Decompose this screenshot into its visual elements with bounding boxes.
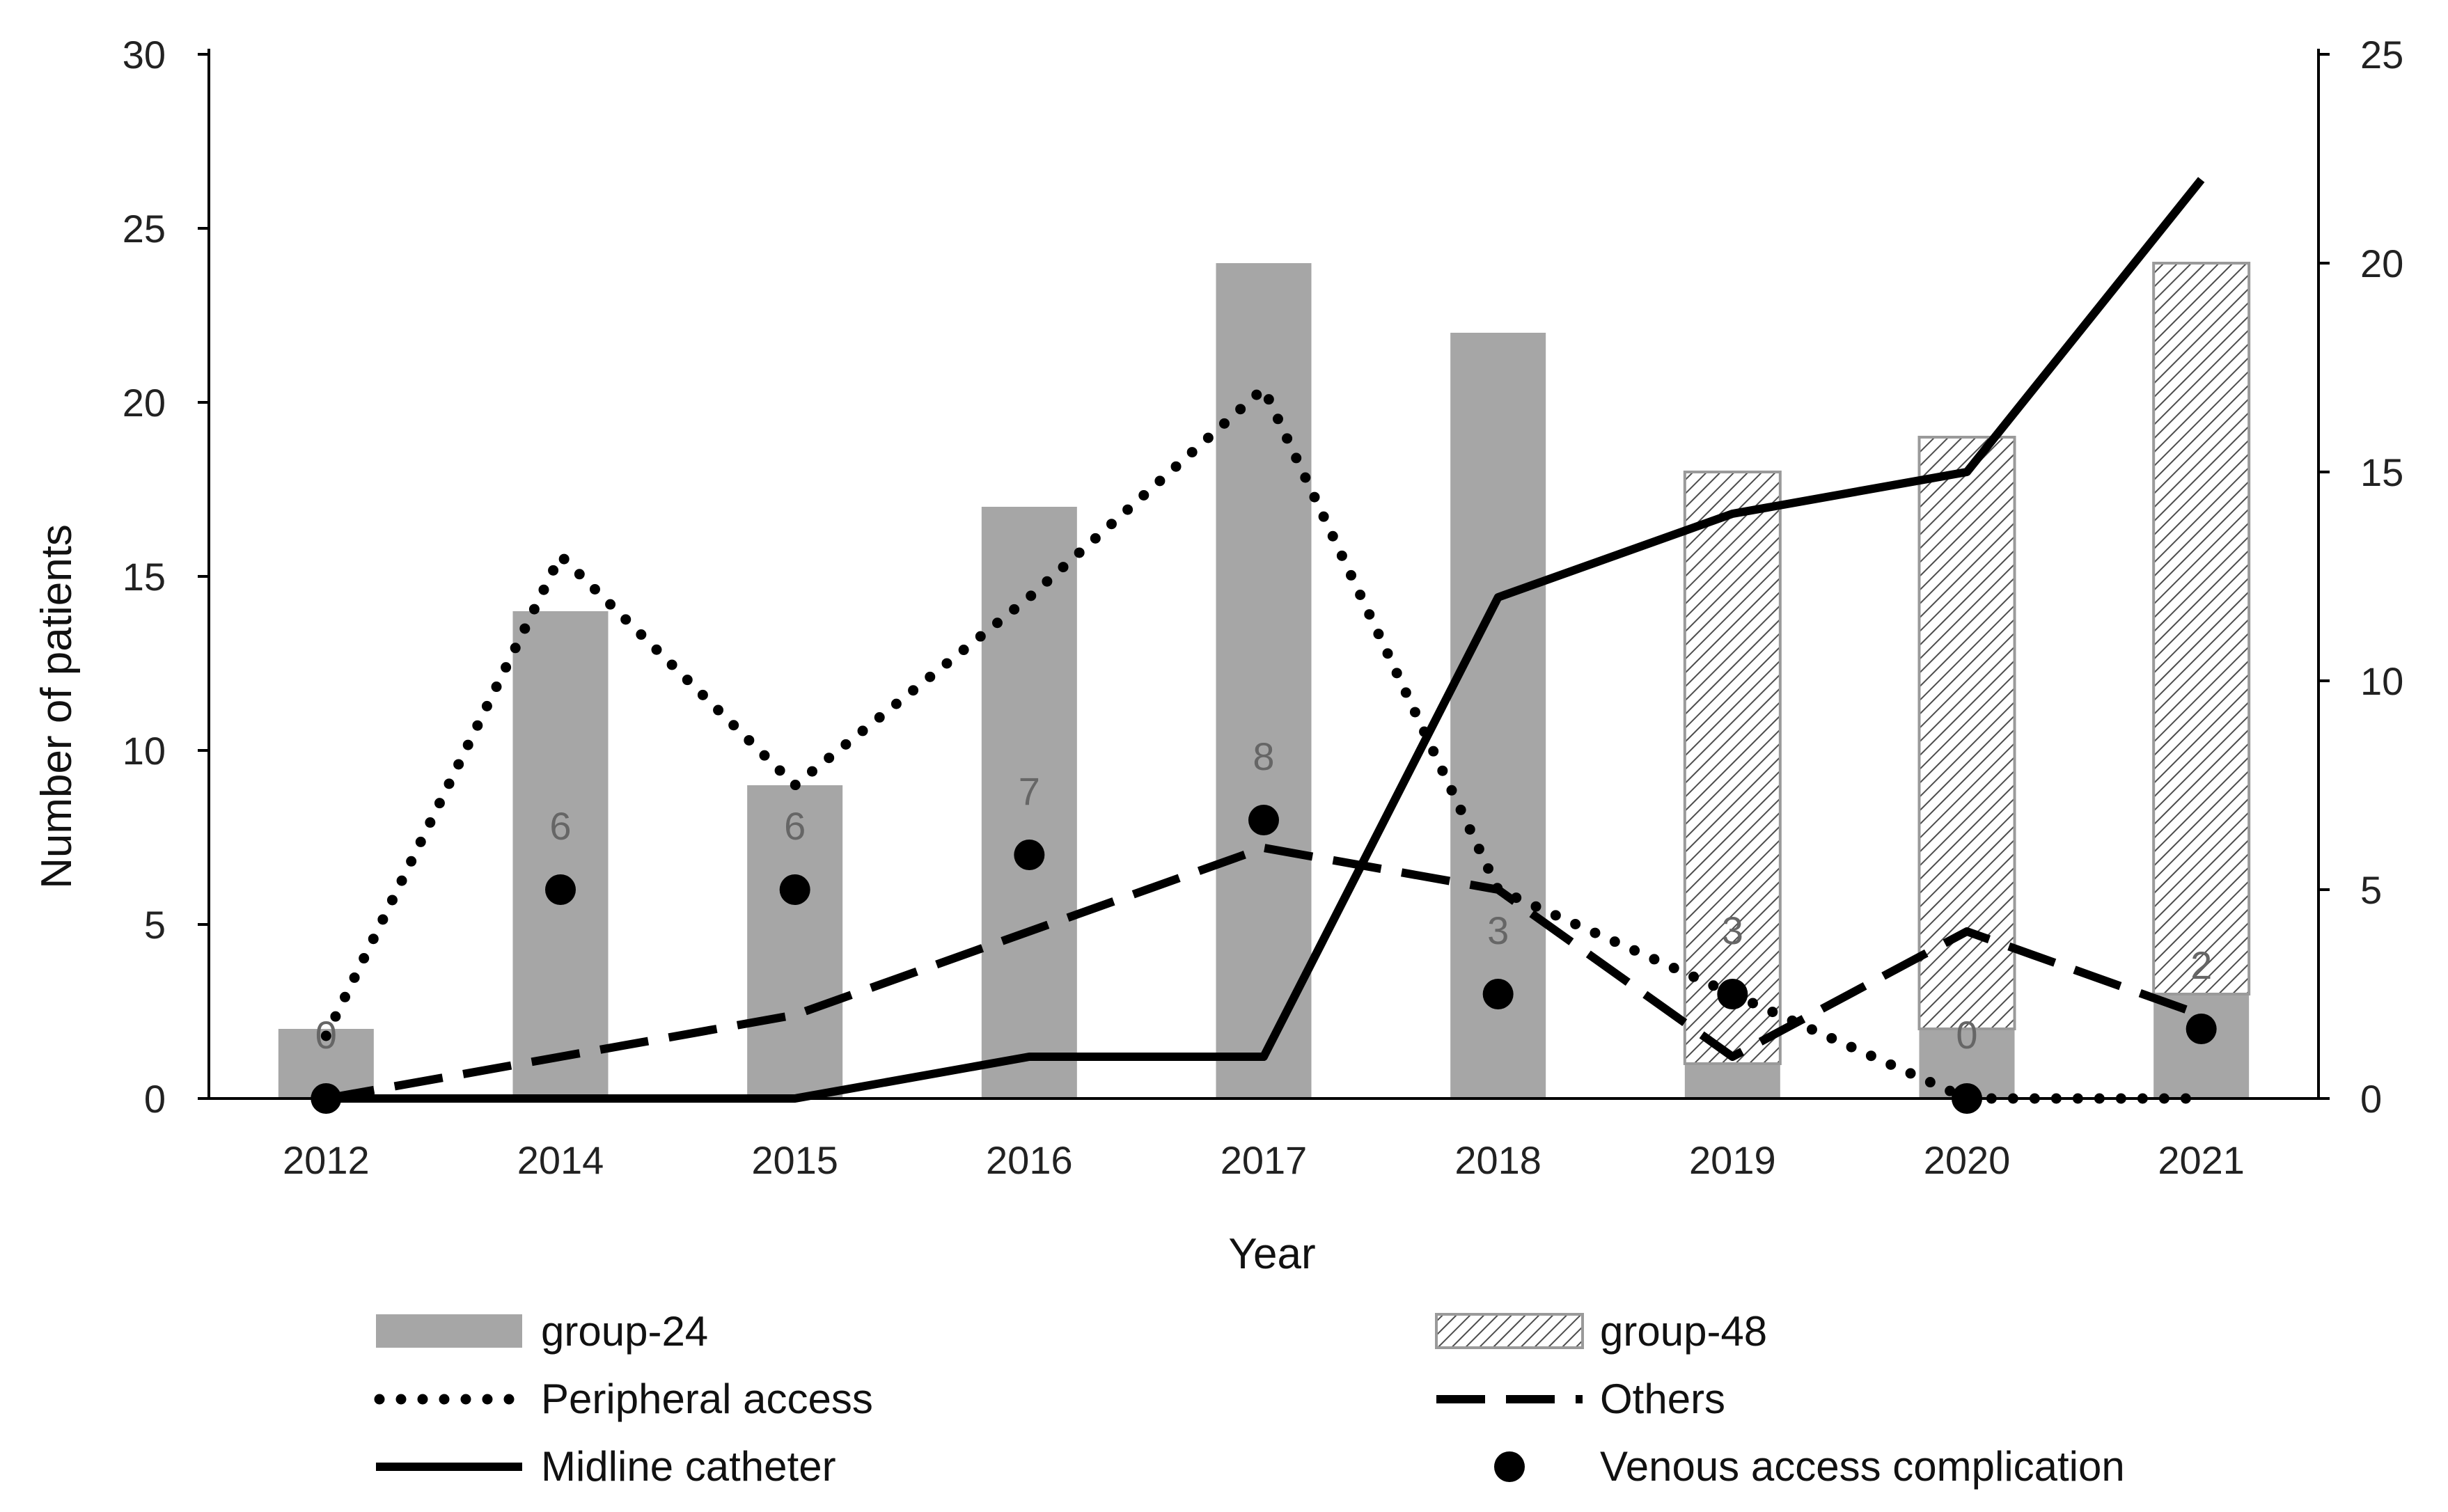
legend-label-midline-catheter: Midline catheter xyxy=(541,1443,836,1490)
x-tick-label-2021: 2021 xyxy=(2158,1138,2245,1182)
y-tick-label-left-20: 20 xyxy=(123,381,166,425)
x-tick-label-2019: 2019 xyxy=(1689,1138,1776,1182)
x-tick-label-2012: 2012 xyxy=(283,1138,370,1182)
y-tick-label-left-15: 15 xyxy=(123,555,166,599)
point-venous-access-complication-2018 xyxy=(1482,979,1514,1009)
labels-layer: 0 6 6 7 8 3 3 0 2 xyxy=(315,734,2212,1057)
x-tick-label-2020: 2020 xyxy=(1924,1138,2011,1182)
bar-group-48-2019 xyxy=(1683,471,1782,1065)
y-tick-label-left-25: 25 xyxy=(123,207,166,251)
data-label-venous-2019: 3 xyxy=(1722,908,1743,952)
legend-swatch-venous-access-complication xyxy=(1494,1451,1525,1482)
y-tick-label-left-10: 10 xyxy=(123,729,166,773)
x-tick-label-2018: 2018 xyxy=(1454,1138,1541,1182)
data-label-venous-2021: 2 xyxy=(2190,943,2212,987)
data-label-venous-2014: 6 xyxy=(549,804,571,848)
legend-swatch-group-48 xyxy=(1435,1313,1584,1349)
legend-swatch-group-24 xyxy=(376,1314,522,1348)
bar-group-48-2020 xyxy=(1917,436,2016,1030)
point-venous-access-complication-2017 xyxy=(1248,805,1279,835)
point-venous-access-complication-2021 xyxy=(2186,1014,2217,1044)
x-tick-label-2015: 2015 xyxy=(751,1138,838,1182)
data-label-venous-2018: 3 xyxy=(1487,908,1509,952)
data-label-venous-2016: 7 xyxy=(1019,769,1040,813)
x-tick-label-2016: 2016 xyxy=(986,1138,1073,1182)
y-axis-title: Number of patients xyxy=(33,524,81,889)
legend-label-peripheral-access: Peripheral access xyxy=(541,1376,873,1422)
point-venous-access-complication-2016 xyxy=(1014,840,1045,870)
y-tick-label-right-10: 10 xyxy=(2360,659,2403,703)
y-tick-label-left-30: 30 xyxy=(123,33,166,77)
x-tick-label-2017: 2017 xyxy=(1221,1138,1308,1182)
y-tick-label-left-0: 0 xyxy=(144,1077,166,1121)
legend: group-24 group-48 Peripheral access Othe… xyxy=(374,1308,2125,1490)
bar-group-24-2015 xyxy=(747,785,843,1098)
data-label-venous-2012: 0 xyxy=(315,1013,337,1057)
bar-group-24-2021 xyxy=(2153,994,2250,1098)
bar-group-48-2021 xyxy=(2152,262,2251,995)
bar-group-24-2018 xyxy=(1450,333,1546,1098)
bar-group-24-2014 xyxy=(512,611,609,1098)
point-venous-access-complication-2019 xyxy=(1717,979,1748,1009)
point-venous-access-complication-2015 xyxy=(779,874,810,905)
point-venous-access-complication-2014 xyxy=(545,874,576,905)
data-label-venous-2017: 8 xyxy=(1253,734,1274,778)
y-tick-label-right-0: 0 xyxy=(2360,1077,2382,1121)
y-tick-label-right-5: 5 xyxy=(2360,868,2382,912)
legend-label-group-48: group-48 xyxy=(1600,1308,1767,1355)
x-axis-title: Year xyxy=(1228,1230,1315,1278)
y-tick-label-right-25: 25 xyxy=(2360,33,2403,77)
y-tick-label-right-15: 15 xyxy=(2360,450,2403,494)
x-tick-label-2014: 2014 xyxy=(517,1138,604,1182)
legend-label-others: Others xyxy=(1600,1376,1725,1422)
legend-label-venous-access-complication: Venous access complication xyxy=(1600,1443,2125,1490)
y-tick-label-right-20: 20 xyxy=(2360,242,2403,285)
legend-label-group-24: group-24 xyxy=(541,1308,708,1355)
line-others xyxy=(325,844,2203,1103)
data-label-venous-2015: 6 xyxy=(784,804,806,848)
y-tick-label-left-5: 5 xyxy=(144,903,166,947)
data-label-venous-2020: 0 xyxy=(1956,1013,1977,1057)
bars-layer xyxy=(278,262,2251,1098)
bar-group-24-2019 xyxy=(1684,1064,1780,1098)
bar-group-24-2016 xyxy=(981,507,1077,1098)
line-peripheral-access xyxy=(320,383,2207,1104)
bar-group-24-2017 xyxy=(1216,263,1312,1098)
